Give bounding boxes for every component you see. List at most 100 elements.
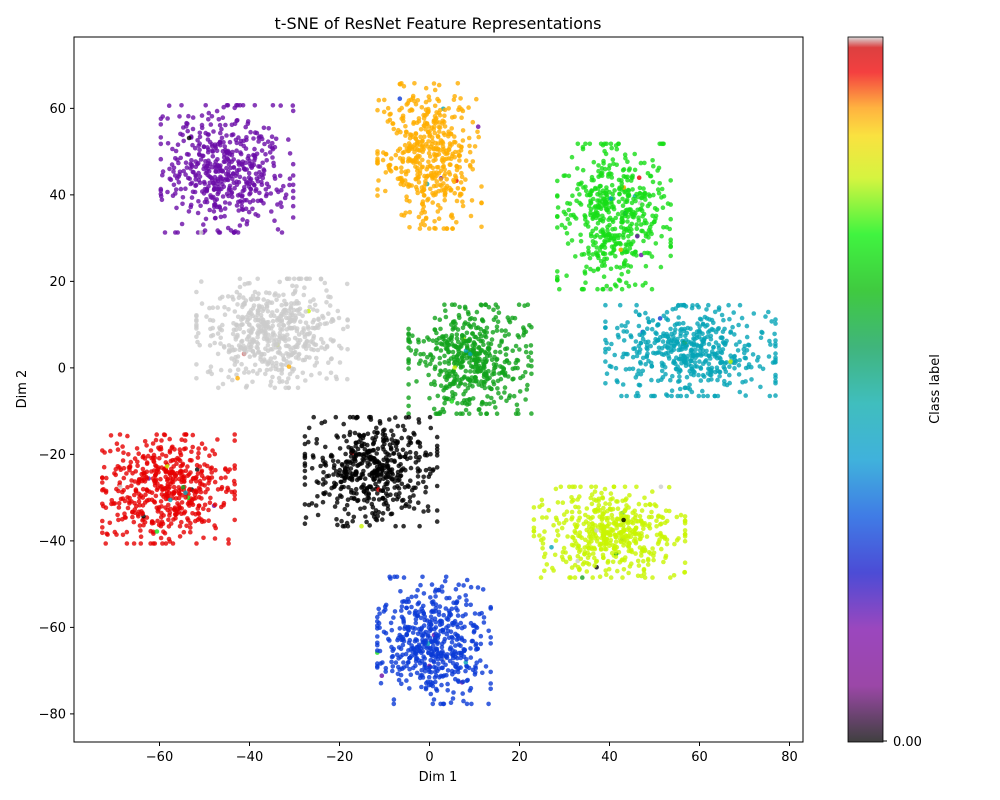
- scatter-point: [279, 319, 285, 324]
- scatter-point: [433, 594, 438, 599]
- scatter-point: [328, 337, 334, 342]
- scatter-point: [207, 207, 212, 213]
- scatter-point: [243, 124, 248, 130]
- scatter-point: [432, 379, 437, 384]
- scatter-point: [404, 605, 409, 611]
- scatter-point: [434, 341, 440, 346]
- scatter-point: [472, 144, 478, 149]
- scatter-point: [213, 525, 218, 531]
- scatter-point: [437, 361, 443, 366]
- scatter-point: [555, 194, 560, 199]
- scatter-point: [275, 227, 281, 232]
- scatter-point: [598, 547, 604, 552]
- scatter-point: [610, 219, 616, 225]
- scatter-point: [125, 495, 130, 500]
- scatter-point: [563, 211, 568, 217]
- scatter-point: [426, 94, 432, 99]
- scatter-point: [531, 528, 537, 534]
- scatter-point: [604, 201, 610, 207]
- scatter-point: [465, 385, 471, 391]
- scatter-point: [167, 513, 172, 518]
- scatter-point: [494, 324, 500, 330]
- scatter-point: [218, 214, 224, 220]
- scatter-point: [375, 187, 380, 192]
- scatter-point: [569, 499, 575, 504]
- scatter-point: [321, 470, 326, 475]
- scatter-point: [634, 353, 640, 359]
- scatter-point: [188, 161, 193, 167]
- scatter-point: [275, 341, 281, 347]
- scatter-point: [218, 335, 223, 341]
- scatter-point: [481, 342, 486, 348]
- scatter-point: [633, 551, 638, 556]
- scatter-point: [416, 339, 421, 345]
- scatter-point: [631, 346, 636, 352]
- scatter-point: [201, 191, 207, 196]
- scatter-point: [190, 115, 196, 120]
- scatter-point: [176, 180, 182, 185]
- scatter-point: [643, 362, 648, 367]
- scatter-point: [488, 606, 494, 611]
- scatter-point: [376, 509, 382, 515]
- scatter-point: [314, 440, 319, 446]
- scatter-point: [450, 226, 455, 231]
- scatter-point: [556, 521, 562, 526]
- scatter-point: [529, 411, 534, 416]
- scatter-point: [108, 433, 114, 438]
- scatter-point: [413, 620, 419, 626]
- scatter-point: [330, 317, 335, 323]
- scatter-point: [232, 496, 237, 502]
- scatter-point: [211, 209, 217, 214]
- scatter-point: [606, 209, 611, 215]
- scatter-point: [623, 189, 628, 194]
- scatter-point: [675, 364, 680, 370]
- scatter-point: [204, 314, 209, 319]
- scatter-point: [575, 166, 580, 171]
- scatter-point: [166, 517, 171, 523]
- scatter-point: [406, 414, 412, 420]
- scatter-point: [101, 464, 107, 470]
- scatter-point: [645, 326, 650, 332]
- scatter-point: [270, 103, 276, 108]
- scatter-point: [386, 163, 391, 169]
- scatter-point: [416, 417, 422, 422]
- scatter-point: [240, 217, 245, 222]
- scatter-point: [163, 541, 169, 546]
- scatter-point: [618, 225, 624, 230]
- scatter-point: [593, 240, 598, 245]
- scatter-point: [114, 441, 120, 447]
- scatter-point: [641, 566, 647, 572]
- scatter-point: [609, 244, 615, 249]
- scatter-point: [311, 297, 316, 302]
- scatter-point: [434, 483, 440, 489]
- scatter-point: [617, 192, 622, 197]
- scatter-point: [158, 135, 164, 140]
- scatter-point: [438, 368, 443, 374]
- scatter-point: [641, 331, 647, 336]
- scatter-point: [223, 475, 228, 480]
- scatter-point: [254, 151, 260, 157]
- scatter-point: [418, 127, 424, 132]
- scatter-point: [623, 514, 629, 520]
- scatter-point: [290, 108, 296, 114]
- scatter-point: [417, 523, 422, 529]
- scatter-point: [416, 361, 422, 366]
- scatter-point: [610, 496, 615, 501]
- scatter-point: [694, 364, 700, 369]
- scatter-point: [493, 362, 499, 368]
- scatter-point: [431, 183, 437, 189]
- scatter-point: [167, 166, 172, 172]
- scatter-point: [235, 375, 240, 381]
- scatter-point: [441, 173, 447, 179]
- scatter-point: [648, 360, 654, 366]
- scatter-point: [158, 188, 164, 193]
- scatter-point: [446, 131, 451, 137]
- scatter-point: [437, 355, 443, 361]
- scatter-point: [232, 463, 237, 468]
- scatter-point: [220, 115, 226, 120]
- scatter-point: [371, 476, 376, 482]
- scatter-point: [719, 312, 725, 318]
- scatter-point: [442, 132, 447, 138]
- scatter-point: [116, 501, 122, 506]
- scatter-point: [460, 128, 466, 133]
